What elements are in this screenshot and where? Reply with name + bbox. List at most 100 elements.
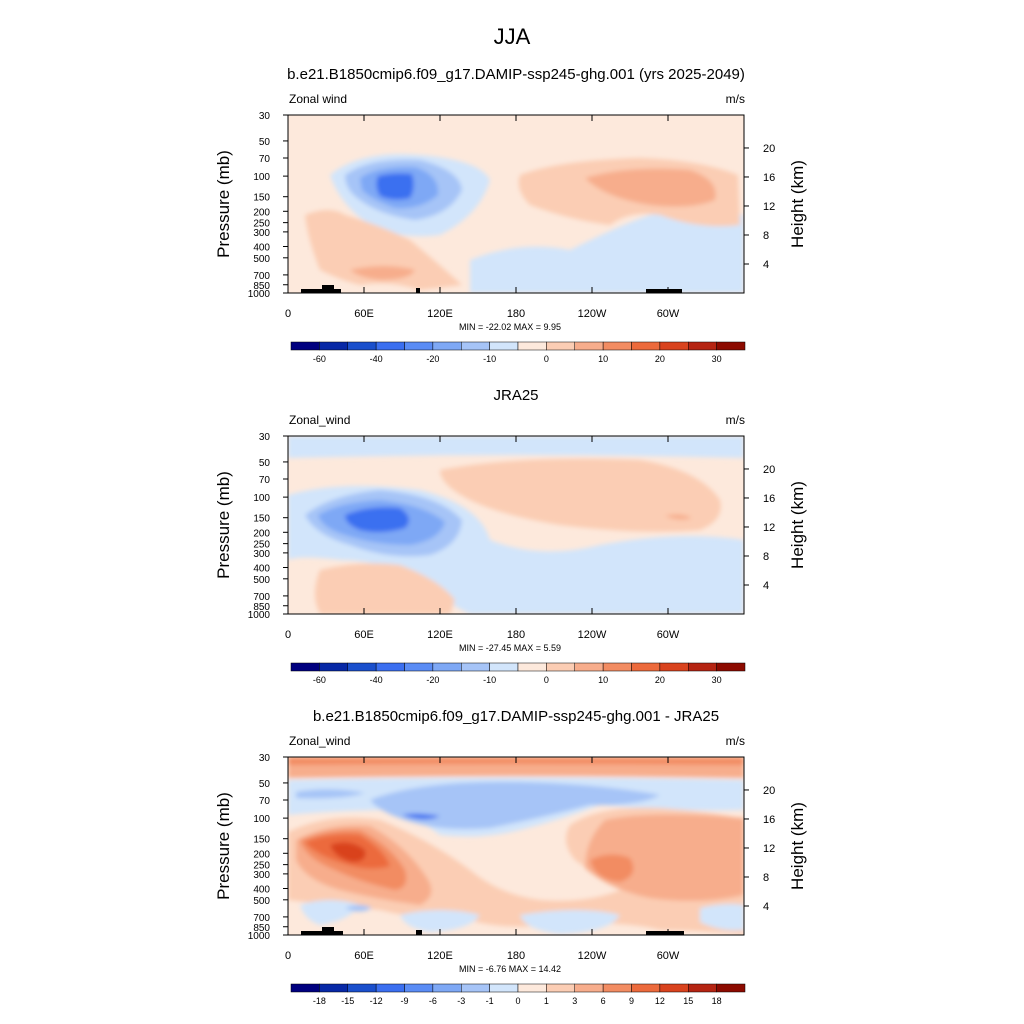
colorbar-swatch: [574, 983, 604, 993]
contour-light-blue: [620, 259, 744, 293]
colorbar-label: 18: [712, 996, 722, 1006]
x-tick-label: 60E: [354, 308, 374, 320]
y-tick-right-label: 20: [763, 143, 775, 155]
y-tick-label: 50: [259, 779, 271, 790]
contour-orange: [350, 266, 415, 280]
x-tick-label: 180: [507, 629, 525, 641]
colorbar-label: 9: [629, 996, 634, 1006]
colorbar-swatch: [574, 341, 604, 351]
y-tick-label: 850: [253, 602, 270, 613]
panel-difference: b.e21.B1850cmip6.f09_g17.DAMIP-ssp245-gh…: [214, 708, 807, 1006]
colorbar-label: 30: [712, 354, 722, 364]
y-tick-label: 100: [253, 172, 270, 183]
colorbar-swatch: [631, 341, 661, 351]
colorbar-swatch: [546, 341, 575, 351]
y-tick-label: 1000: [248, 610, 271, 621]
colorbar-label: 0: [515, 996, 520, 1006]
y-tick-label: 700: [253, 913, 270, 924]
colorbar-swatch: [432, 662, 462, 672]
contour-dark-orange: [590, 854, 634, 882]
y-tick-label: 70: [259, 796, 271, 807]
y-tick-label: 850: [253, 923, 270, 934]
contour-blue: [345, 905, 372, 912]
colorbar: -60 -40 -20 -10 0 10 20 30: [290, 662, 746, 685]
colorbar-label: 0: [544, 675, 549, 685]
y-tick-right-label: 8: [763, 872, 769, 884]
x-tick-label: 60W: [657, 950, 680, 962]
colorbar: -60 -40 -20 -10 0 10 20 30: [290, 341, 746, 364]
colorbar: -18 -15 -12 -9 -6 -3 -1 0 1 3 6 9 12 15 18: [290, 983, 746, 1006]
panel-title: b.e21.B1850cmip6.f09_g17.DAMIP-ssp245-gh…: [287, 66, 745, 83]
panel-model: b.e21.B1850cmip6.f09_g17.DAMIP-ssp245-gh…: [214, 66, 807, 364]
y-tick-right-label: 12: [763, 201, 775, 213]
x-tick-label: 120W: [578, 629, 607, 641]
y-tick-label: 200: [253, 207, 270, 218]
colorbar-swatch: [319, 662, 348, 672]
contour-core-blue: [345, 507, 409, 533]
y-axis-title: Pressure (mb): [214, 150, 233, 258]
colorbar-label: 20: [655, 354, 665, 364]
y-tick-label: 1000: [248, 931, 271, 942]
contour-core-blue: [376, 173, 414, 200]
y-tick-label: 700: [253, 592, 270, 603]
x-tick-label: 60W: [657, 629, 680, 641]
colorbar-label: -3: [457, 996, 465, 1006]
y-tick-right-label: 4: [763, 580, 769, 592]
colorbar-swatch: [432, 983, 462, 993]
y-tick-label: 150: [253, 514, 270, 525]
y-tick-right-label: 4: [763, 901, 769, 913]
colorbar-label: -12: [370, 996, 383, 1006]
topography: [646, 931, 684, 935]
y-tick-label: 30: [259, 111, 271, 122]
contour-light-blue: [300, 900, 360, 925]
colorbar-label: 3: [572, 996, 577, 1006]
colorbar-label: 10: [598, 354, 608, 364]
y-tick-label: 70: [259, 475, 271, 486]
colorbar-swatch: [716, 662, 746, 672]
colorbar-swatch: [517, 341, 547, 351]
y-tick-right-label: 16: [763, 493, 775, 505]
y-tick-label: 30: [259, 432, 271, 443]
x-tick-label: 60E: [354, 950, 374, 962]
y-tick-right-label: 16: [763, 814, 775, 826]
colorbar-swatch: [290, 662, 320, 672]
y-tick-label: 50: [259, 137, 271, 148]
colorbar-swatch: [631, 983, 661, 993]
colorbar-swatch: [659, 662, 689, 672]
variable-label: Zonal_wind: [289, 734, 350, 748]
y-tick-label: 1000: [248, 289, 271, 300]
colorbar-swatch: [319, 341, 348, 351]
contour-field: [288, 436, 744, 614]
y-tick-label: 400: [253, 563, 270, 574]
x-tick-label: 0: [285, 629, 291, 641]
colorbar-swatch: [432, 341, 462, 351]
x-tick-label: 120E: [427, 629, 453, 641]
colorbar-label: -9: [400, 996, 408, 1006]
contour-salmon: [305, 210, 462, 290]
colorbar-swatch: [290, 341, 320, 351]
colorbar-swatch: [347, 983, 377, 993]
colorbar-swatch: [659, 341, 689, 351]
y-tick-label: 200: [253, 849, 270, 860]
colorbar-swatch: [375, 662, 405, 672]
y-tick-right-label: 20: [763, 464, 775, 476]
colorbar-label: -15: [341, 996, 354, 1006]
y-tick-right-label: 20: [763, 785, 775, 797]
colorbar-label: 0: [544, 354, 549, 364]
colorbar-label: -40: [370, 675, 383, 685]
y-tick-right-label: 4: [763, 259, 769, 271]
topography: [416, 288, 420, 293]
colorbar-label: -60: [313, 675, 326, 685]
y-tick-label: 400: [253, 884, 270, 895]
colorbar-label: -20: [426, 354, 439, 364]
topography: [646, 289, 682, 293]
colorbar-swatch: [461, 662, 490, 672]
x-tick-label: 120E: [427, 950, 453, 962]
colorbar-label: -10: [483, 675, 496, 685]
colorbar-swatch: [404, 662, 434, 672]
y-tick-right-label: 8: [763, 230, 769, 242]
y-tick-label: 50: [259, 458, 271, 469]
y-tick-label: 300: [253, 549, 270, 560]
colorbar-label: -60: [313, 354, 326, 364]
colorbar-label: -20: [426, 675, 439, 685]
